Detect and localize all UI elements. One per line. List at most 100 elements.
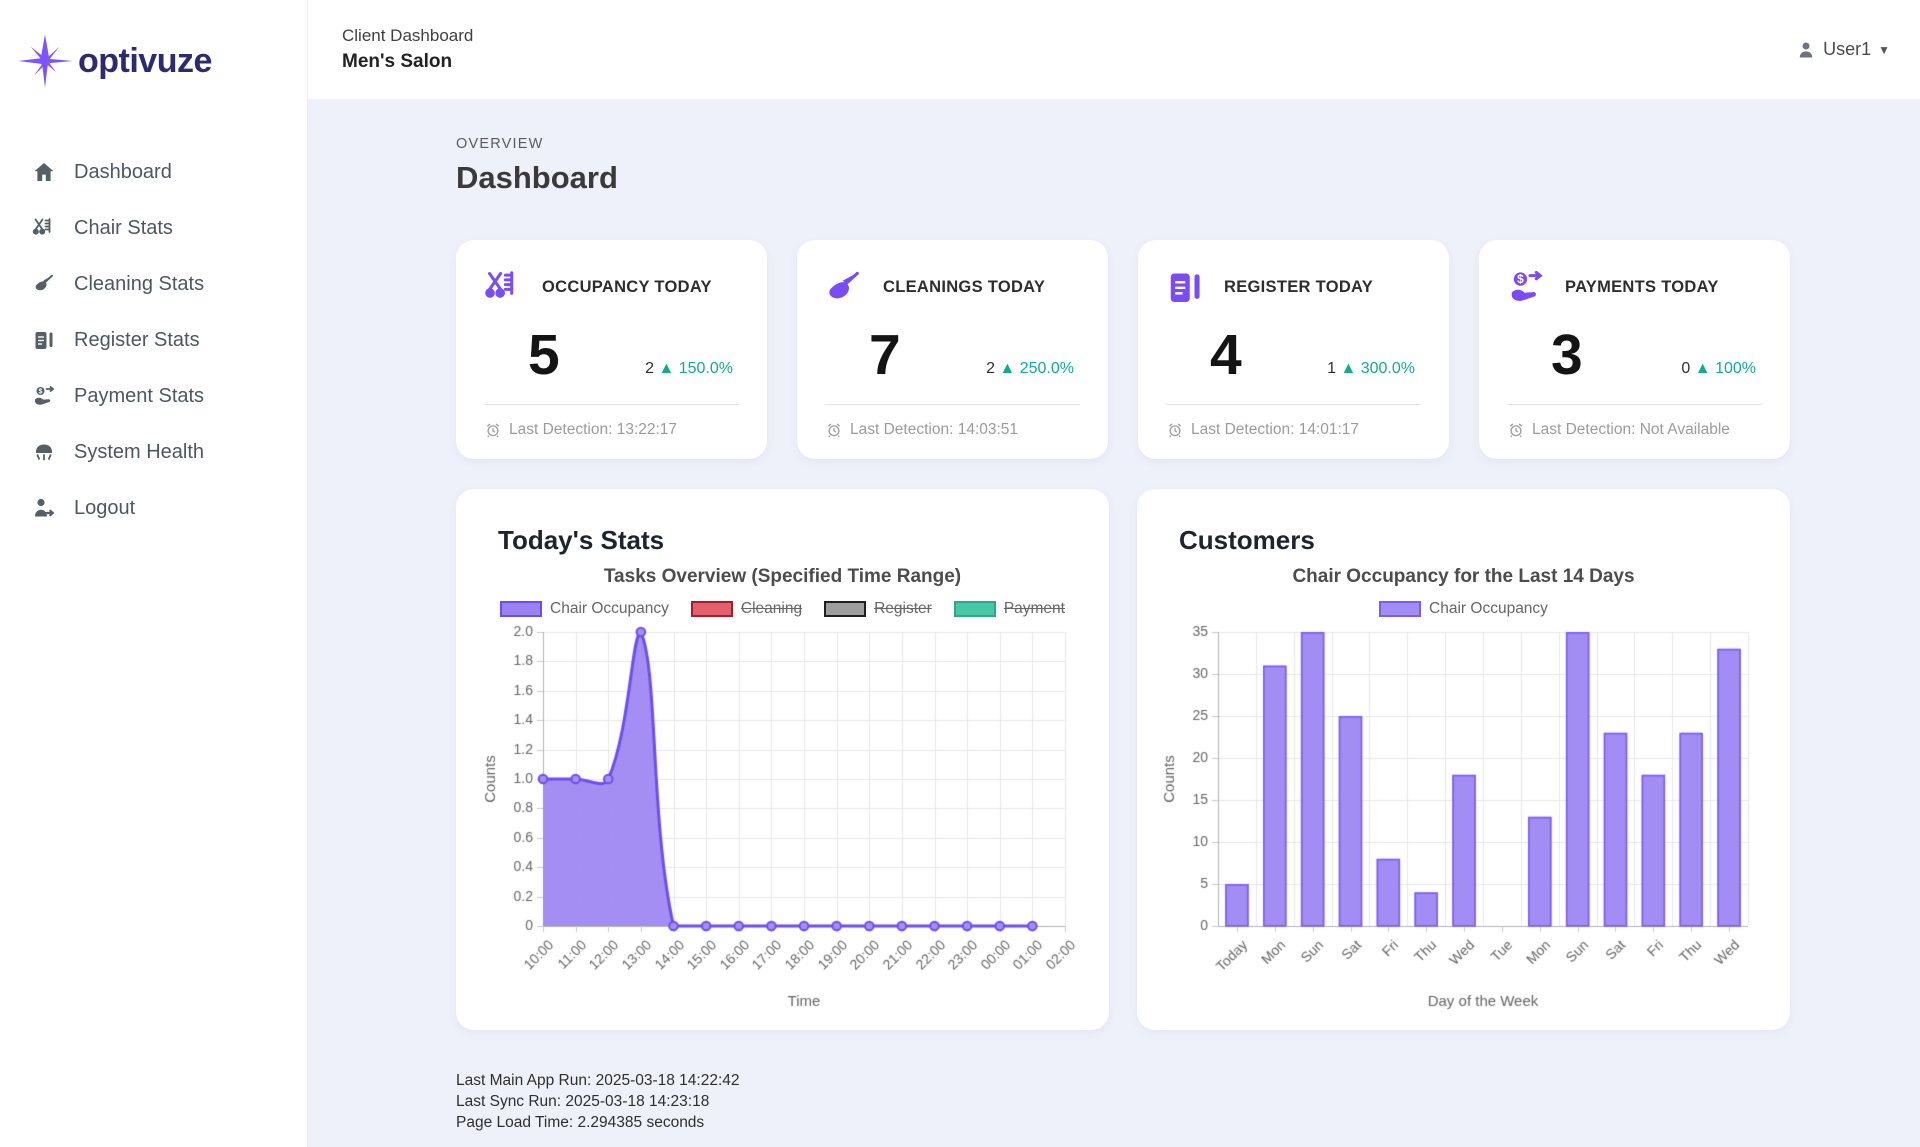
sidebar-item-label: Cleaning Stats bbox=[74, 272, 205, 295]
bar-chart-title: Chair Occupancy for the Last 14 Days bbox=[1292, 566, 1635, 587]
svg-text:$: $ bbox=[39, 388, 43, 395]
charts-row: Today's Stats Tasks Overview (Specified … bbox=[456, 489, 1790, 1030]
sidebar-item-chair-stats[interactable]: Chair Stats bbox=[0, 200, 307, 256]
sidebar-item-payment-stats[interactable]: $ Payment Stats bbox=[0, 368, 307, 424]
alarm-clock-icon bbox=[1168, 423, 1182, 438]
register-icon bbox=[35, 332, 53, 349]
home-icon bbox=[34, 163, 54, 181]
sidebar-nav: Dashboard Chair Stats Cleaning Stats bbox=[0, 144, 307, 536]
divider bbox=[825, 404, 1080, 405]
legend-item-chair-occupancy[interactable]: Chair Occupancy bbox=[1379, 600, 1548, 618]
legend-swatch bbox=[690, 601, 733, 617]
alarm-clock-icon bbox=[486, 423, 500, 438]
line-chart-legend: Chair Occupancy Cleaning Register Paymen… bbox=[480, 600, 1085, 618]
tasks-overview-line-chart[interactable] bbox=[480, 622, 1085, 1014]
divider bbox=[1166, 404, 1421, 405]
sidebar-item-label: Payment Stats bbox=[74, 384, 205, 407]
chart-card-heading: Today's Stats bbox=[498, 525, 665, 555]
broom-icon bbox=[829, 271, 859, 299]
sidebar-item-system-health[interactable]: System Health bbox=[0, 424, 307, 480]
stat-title: CLEANINGS TODAY bbox=[883, 277, 1046, 296]
brand-name: optivuze bbox=[78, 41, 212, 80]
dashboard-content: OVERVIEW Dashboard OCCUPANCY TODAY bbox=[308, 100, 1920, 1147]
page-load-time: Page Load Time: 2.294385 seconds bbox=[456, 1114, 705, 1131]
stat-value: 3 bbox=[1551, 322, 1583, 387]
stat-card-payments: $ PAYMENTS TODAY 3 0 ▲ 100% Last Detecti… bbox=[1479, 240, 1790, 459]
legend-swatch bbox=[824, 601, 867, 617]
last-detection: Last Detection: Not Available bbox=[1532, 421, 1730, 438]
user-icon bbox=[1799, 42, 1813, 57]
legend-item-cleaning[interactable]: Cleaning bbox=[690, 600, 802, 618]
sidebar-item-register-stats[interactable]: Register Stats bbox=[0, 312, 307, 368]
stat-card-occupancy: OCCUPANCY TODAY 5 2 ▲ 150.0% Last Detect… bbox=[456, 240, 767, 459]
header-titles: Client Dashboard Men's Salon bbox=[342, 26, 473, 73]
sidebar-item-label: Logout bbox=[74, 496, 136, 519]
sidebar: optivuze Dashboard Chair Stats bbox=[0, 0, 308, 1147]
sparkle-logo-icon bbox=[18, 34, 73, 88]
stat-footer: Last Detection: Not Available bbox=[1507, 421, 1762, 439]
line-chart-title: Tasks Overview (Specified Time Range) bbox=[603, 566, 962, 587]
stat-value: 7 bbox=[869, 322, 901, 387]
legend-item-payment[interactable]: Payment bbox=[953, 600, 1065, 618]
up-arrow-icon: ▲ bbox=[658, 360, 675, 377]
stat-card-cleanings: CLEANINGS TODAY 7 2 ▲ 250.0% Last Detect… bbox=[797, 240, 1108, 459]
stat-delta: 1 ▲ 300.0% bbox=[1327, 360, 1415, 377]
bar-chart-legend: Chair Occupancy bbox=[1161, 600, 1766, 618]
last-sync-run: Last Sync Run: 2025-03-18 14:23:18 bbox=[456, 1093, 710, 1110]
stat-delta: 0 ▲ 100% bbox=[1681, 360, 1756, 377]
sidebar-item-label: Chair Stats bbox=[74, 216, 173, 239]
legend-swatch bbox=[500, 601, 543, 617]
up-arrow-icon: ▲ bbox=[1340, 360, 1357, 377]
stat-title: REGISTER TODAY bbox=[1224, 277, 1374, 296]
stat-card-row: OCCUPANCY TODAY 5 2 ▲ 150.0% Last Detect… bbox=[456, 240, 1790, 459]
sidebar-item-label: System Health bbox=[74, 440, 205, 463]
stat-footer: Last Detection: 14:03:51 bbox=[825, 421, 1080, 439]
broom-icon bbox=[35, 274, 53, 291]
hand-dollar-icon: $ bbox=[1511, 270, 1543, 301]
last-detection: Last Detection: 14:01:17 bbox=[1191, 421, 1360, 438]
top-header: Client Dashboard Men's Salon User1 ▼ bbox=[308, 0, 1920, 100]
stat-value: 4 bbox=[1210, 322, 1242, 387]
stat-delta: 2 ▲ 250.0% bbox=[986, 360, 1074, 377]
breadcrumb: Client Dashboard bbox=[342, 26, 474, 45]
up-arrow-icon: ▲ bbox=[1694, 360, 1711, 377]
up-arrow-icon: ▲ bbox=[999, 360, 1016, 377]
logout-icon bbox=[35, 498, 55, 517]
client-name: Men's Salon bbox=[342, 51, 453, 72]
svg-text:$: $ bbox=[1517, 272, 1524, 286]
divider bbox=[1507, 404, 1762, 405]
sidebar-item-label: Dashboard bbox=[74, 160, 172, 183]
chevron-down-icon: ▼ bbox=[1878, 42, 1890, 57]
legend-item-chair-occupancy[interactable]: Chair Occupancy bbox=[500, 600, 669, 618]
system-health-icon bbox=[36, 444, 52, 461]
divider bbox=[484, 404, 739, 405]
stat-title: PAYMENTS TODAY bbox=[1565, 277, 1719, 296]
user-name: User1 bbox=[1823, 39, 1872, 59]
scissors-comb-icon bbox=[32, 218, 51, 235]
last-main-app-run: Last Main App Run: 2025-03-18 14:22:42 bbox=[456, 1072, 740, 1089]
brand-logo[interactable]: optivuze bbox=[0, 24, 307, 100]
sidebar-item-label: Register Stats bbox=[74, 328, 200, 351]
last-detection: Last Detection: 14:03:51 bbox=[850, 421, 1019, 438]
customers-card: Customers Chair Occupancy for the Last 1… bbox=[1137, 489, 1790, 1030]
stat-footer: Last Detection: 13:22:17 bbox=[484, 421, 739, 439]
main-area: Client Dashboard Men's Salon User1 ▼ OVE… bbox=[308, 0, 1920, 1147]
stat-footer: Last Detection: 14:01:17 bbox=[1166, 421, 1421, 439]
last-detection: Last Detection: 13:22:17 bbox=[509, 421, 678, 438]
sidebar-item-cleaning-stats[interactable]: Cleaning Stats bbox=[0, 256, 307, 312]
sidebar-item-logout[interactable]: Logout bbox=[0, 480, 307, 536]
legend-swatch bbox=[1379, 601, 1422, 617]
stat-delta: 2 ▲ 150.0% bbox=[645, 360, 733, 377]
alarm-clock-icon bbox=[1509, 423, 1523, 438]
sidebar-item-dashboard[interactable]: Dashboard bbox=[0, 144, 307, 200]
stat-value: 5 bbox=[528, 322, 560, 387]
run-info: Last Main App Run: 2025-03-18 14:22:42 L… bbox=[456, 1070, 1790, 1133]
register-icon bbox=[1170, 273, 1200, 303]
chart-card-heading: Customers bbox=[1179, 525, 1315, 555]
chair-occupancy-bar-chart[interactable] bbox=[1161, 622, 1766, 1014]
hand-dollar-icon: $ bbox=[35, 386, 55, 405]
overview-eyebrow: OVERVIEW bbox=[456, 136, 544, 152]
legend-item-register[interactable]: Register bbox=[824, 600, 932, 618]
user-menu[interactable]: User1 ▼ bbox=[1796, 39, 1890, 60]
alarm-clock-icon bbox=[827, 423, 841, 438]
